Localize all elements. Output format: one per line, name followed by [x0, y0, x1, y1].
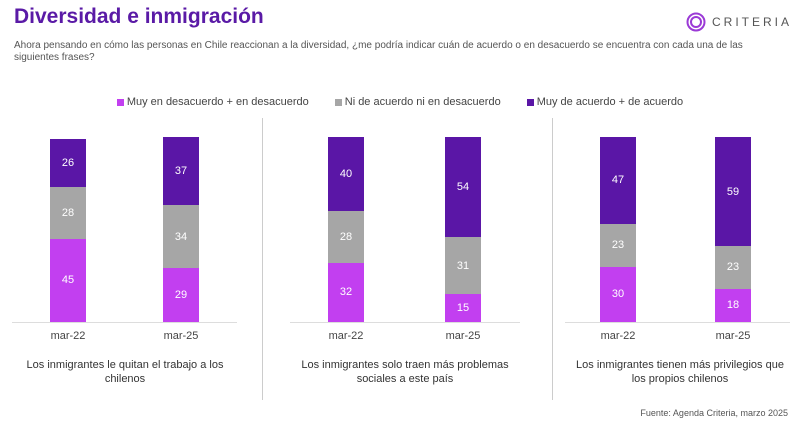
bar-segment-agree: 54	[445, 137, 481, 237]
bar-segment-disagree: 30	[600, 266, 636, 322]
chart-caption: Los inmigrantes tienen más privilegios q…	[576, 359, 784, 385]
data-label: 54	[456, 180, 470, 193]
bar-segment-disagree: 15	[445, 294, 481, 322]
data-label: 29	[174, 289, 188, 302]
data-label: 30	[611, 288, 625, 301]
page-title: Diversidad e inmigración	[14, 5, 264, 28]
legend-item-neutral: Ni de acuerdo ni en desacuerdo	[334, 96, 501, 108]
data-label: 23	[611, 239, 625, 252]
bar-segment-neutral: 28	[328, 211, 364, 263]
bar-segment-disagree: 45	[50, 238, 86, 322]
x-tick-label: mar-22	[600, 330, 636, 342]
legend-label: Muy en desacuerdo + en desacuerdo	[126, 96, 309, 108]
stacked-bar: 45 28 26	[50, 138, 86, 322]
x-tick-label: mar-25	[163, 330, 199, 342]
bar-segment-neutral: 23	[600, 223, 636, 267]
panel-divider	[552, 118, 553, 400]
data-label: 32	[339, 286, 353, 299]
chart-caption: Los inmigrantes solo traen más problemas…	[301, 359, 509, 385]
stacked-bar: 18 23 59	[715, 137, 751, 322]
bar-segment-disagree: 32	[328, 262, 364, 322]
bar-segment-agree: 40	[328, 137, 364, 211]
data-label: 40	[339, 168, 353, 180]
x-tick-label: mar-22	[50, 330, 86, 342]
data-label: 47	[611, 174, 625, 187]
chart-baseline	[290, 322, 520, 323]
bar-segment-agree: 59	[715, 137, 751, 247]
legend-swatch	[526, 98, 534, 106]
legend-swatch	[116, 98, 124, 106]
criteria-logo-icon	[686, 12, 706, 32]
bar-segment-disagree: 29	[163, 268, 199, 322]
bar-segment-agree: 26	[50, 138, 86, 187]
legend-swatch	[334, 98, 342, 106]
stacked-bar: 29 34 37	[163, 137, 199, 322]
legend-item-agree: Muy de acuerdo + de acuerdo	[526, 96, 684, 108]
x-tick-label: mar-25	[715, 330, 751, 342]
data-label: 15	[456, 302, 470, 315]
data-label: 28	[61, 206, 75, 219]
legend-item-disagree: Muy en desacuerdo + en desacuerdo	[116, 96, 309, 108]
bar-segment-neutral: 28	[50, 186, 86, 239]
bar-segment-disagree: 18	[715, 288, 751, 322]
bar-segment-agree: 47	[600, 137, 636, 224]
x-tick-label: mar-25	[445, 330, 481, 342]
chart-baseline	[565, 322, 790, 323]
stacked-bar: 30 23 47	[600, 137, 636, 322]
legend-label: Ni de acuerdo ni en desacuerdo	[344, 96, 501, 108]
chart-baseline	[12, 322, 237, 323]
chart-caption: Los inmigrantes le quitan el trabajo a l…	[26, 359, 224, 385]
legend: Muy en desacuerdo + en desacuerdo Ni de …	[0, 96, 800, 108]
data-label: 31	[456, 259, 470, 272]
data-label: 45	[61, 274, 75, 287]
logo-text: CRITERIA	[711, 15, 792, 29]
data-label: 18	[726, 299, 740, 312]
source-note: Fuente: Agenda Criteria, marzo 2025	[640, 408, 788, 418]
panel-divider	[262, 118, 263, 400]
data-label: 26	[61, 156, 75, 169]
legend-label: Muy de acuerdo + de acuerdo	[536, 96, 684, 108]
criteria-logo: CRITERIA	[686, 12, 792, 32]
bar-segment-neutral: 34	[163, 205, 199, 269]
bar-segment-neutral: 31	[445, 236, 481, 295]
data-label: 37	[174, 165, 188, 178]
bar-segment-neutral: 23	[715, 246, 751, 289]
data-label: 23	[726, 261, 740, 274]
question-text: Ahora pensando en cómo las personas en C…	[14, 40, 743, 63]
stacked-bar: 32 28 40	[328, 137, 364, 322]
data-label: 28	[339, 230, 353, 243]
bar-segment-agree: 37	[163, 137, 199, 206]
data-label: 59	[726, 185, 740, 198]
x-tick-label: mar-22	[328, 330, 364, 342]
stacked-bar: 15 31 54	[445, 137, 481, 322]
data-label: 34	[174, 230, 188, 243]
